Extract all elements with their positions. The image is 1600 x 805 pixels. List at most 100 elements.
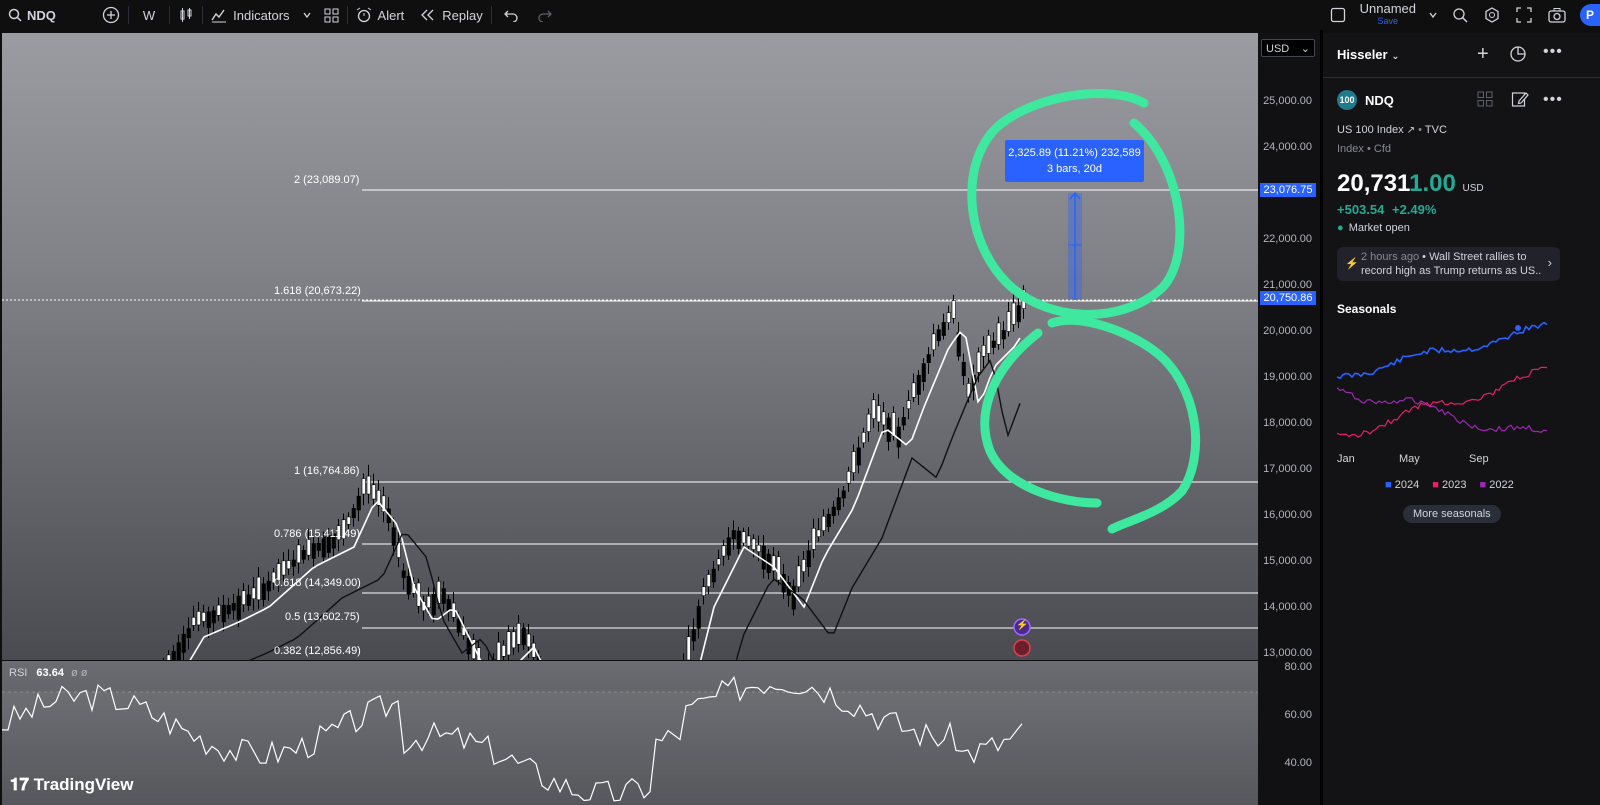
candle (946, 312, 951, 323)
alert-button[interactable]: Alert (348, 0, 413, 30)
advanced-view-button[interactable] (1509, 45, 1527, 68)
legend-2022: 2022 (1489, 479, 1514, 491)
pie-chart-icon (1509, 46, 1527, 67)
indicators-icon (211, 7, 227, 23)
price-axis[interactable]: USD ⌄ 25,000.00 24,000.00 22,000.00 21,0… (1258, 33, 1320, 660)
quick-search-button[interactable] (1444, 0, 1476, 30)
chart-type-button[interactable] (170, 0, 202, 30)
symbol-label: NDQ (27, 7, 56, 23)
candle (696, 606, 701, 629)
price-tick: 14,000.00 (1263, 601, 1312, 613)
toolbar-separator (169, 6, 171, 24)
symbol-details: US 100 Index ↗ • TVC (1337, 124, 1447, 136)
fib-label-2: 2 (23,089.07) (294, 174, 360, 186)
rsi-tick: 40.00 (1284, 757, 1312, 769)
symbol-type: Index • Cfd (1337, 143, 1392, 155)
settings-button[interactable] (1476, 0, 1508, 30)
layout-grid-button[interactable] (316, 0, 347, 30)
fib-lines (2, 189, 1258, 629)
candle (836, 497, 841, 511)
candle (891, 412, 896, 437)
external-link-icon[interactable]: ↗ (1406, 125, 1416, 136)
symbol-more-button[interactable]: ••• (1543, 91, 1563, 109)
slow-moving-average (248, 359, 1021, 660)
candle (1006, 311, 1011, 332)
legend-swatch: ■ (1385, 479, 1392, 491)
chevron-down-icon: ⌄ (1300, 43, 1310, 55)
square-icon (1330, 7, 1346, 23)
more-seasonals-button[interactable]: More seasonals (1403, 505, 1501, 523)
redo-button[interactable] (530, 0, 560, 30)
candle (176, 642, 181, 660)
candle (361, 478, 366, 495)
rsi-drawing (2, 675, 1258, 805)
multi-layout-button[interactable] (1322, 0, 1354, 30)
toolbar-separator (127, 6, 129, 24)
candle (936, 329, 941, 342)
watchlist-more-button[interactable]: ••• (1543, 43, 1563, 61)
compare-button[interactable] (94, 0, 128, 30)
tradingview-mark-icon: 𝟏𝟕 (10, 775, 29, 794)
panel-divider[interactable] (1320, 30, 1323, 805)
candle (241, 590, 246, 605)
green-arc-annotation-left (980, 328, 1102, 508)
candle (341, 519, 346, 539)
layout-name: Unnamed (1359, 1, 1416, 16)
indicator-templates-button[interactable] (298, 0, 316, 30)
symbol-grid-button[interactable] (1477, 91, 1493, 112)
rsi-pane[interactable]: RSI 63.64 ø ø 𝟏𝟕 TradingView (2, 661, 1258, 805)
snapshot-button[interactable] (1540, 0, 1574, 30)
news-card[interactable]: ⚡ 2 hours ago • Wall Street rallies to r… (1337, 247, 1560, 281)
currency-select[interactable]: USD ⌄ (1261, 39, 1315, 57)
main-chart-pane[interactable]: 2 (23,089.07) 1.618 (20,673.22) 1 (16,76… (2, 33, 1258, 660)
candle (291, 559, 296, 567)
chevron-down-icon (1428, 10, 1438, 20)
currency-label: USD (1266, 43, 1290, 55)
edit-button[interactable] (1511, 90, 1529, 113)
rsi-axis[interactable]: 80.00 60.00 40.00 (1258, 661, 1320, 805)
layout-name-button[interactable]: Unnamed Save (1354, 0, 1422, 30)
watchlist-panel: Hisseler ⌄ + ••• 100 NDQ ••• US 100 Inde… (1323, 33, 1600, 805)
avatar: P (1580, 4, 1600, 26)
symbol-badge: 100 (1337, 90, 1357, 110)
panel-separator (1323, 77, 1600, 78)
seasonals-title[interactable]: Seasonals (1337, 302, 1397, 316)
fib-label-05: 0.5 (13,602.75) (285, 611, 360, 623)
add-circle-icon (102, 6, 120, 24)
seasonal-line-2022 (1337, 387, 1548, 433)
rsi-value: 63.64 (36, 667, 64, 679)
candle (911, 382, 916, 398)
undo-button[interactable] (492, 0, 530, 30)
add-symbol-button[interactable]: + (1477, 43, 1489, 66)
fullscreen-icon (1516, 7, 1532, 23)
replay-button[interactable]: Replay (412, 0, 490, 30)
candle (756, 544, 761, 552)
candle (941, 322, 946, 336)
profile-button[interactable]: P (1574, 0, 1600, 30)
rsi-legend[interactable]: RSI 63.64 ø ø (9, 667, 88, 679)
candle (331, 533, 336, 549)
watchlist-title-button[interactable]: Hisseler ⌄ (1337, 47, 1400, 62)
candle (246, 594, 251, 606)
candle (716, 558, 721, 566)
candle (826, 513, 831, 528)
event-marker-flag[interactable] (1013, 639, 1031, 657)
candle (751, 538, 756, 550)
candle (281, 560, 286, 576)
candle (866, 413, 871, 432)
month-label: May (1399, 453, 1420, 465)
candle (196, 611, 201, 626)
pencil-icon (1511, 92, 1529, 112)
event-marker-news[interactable] (1013, 618, 1031, 636)
candle (511, 631, 516, 649)
panel-symbol[interactable]: NDQ (1365, 93, 1394, 108)
layout-menu-button[interactable] (1422, 0, 1444, 30)
seasonals-legend: ■ 2024 ■ 2023 ■ 2022 (1385, 479, 1514, 491)
indicators-button[interactable]: Indicators (203, 0, 297, 30)
alarm-icon (356, 7, 372, 23)
symbol-search[interactable]: NDQ (0, 0, 64, 30)
fullscreen-button[interactable] (1508, 0, 1540, 30)
candle (691, 629, 696, 642)
candle (456, 618, 461, 633)
interval-button[interactable]: W (142, 7, 156, 23)
